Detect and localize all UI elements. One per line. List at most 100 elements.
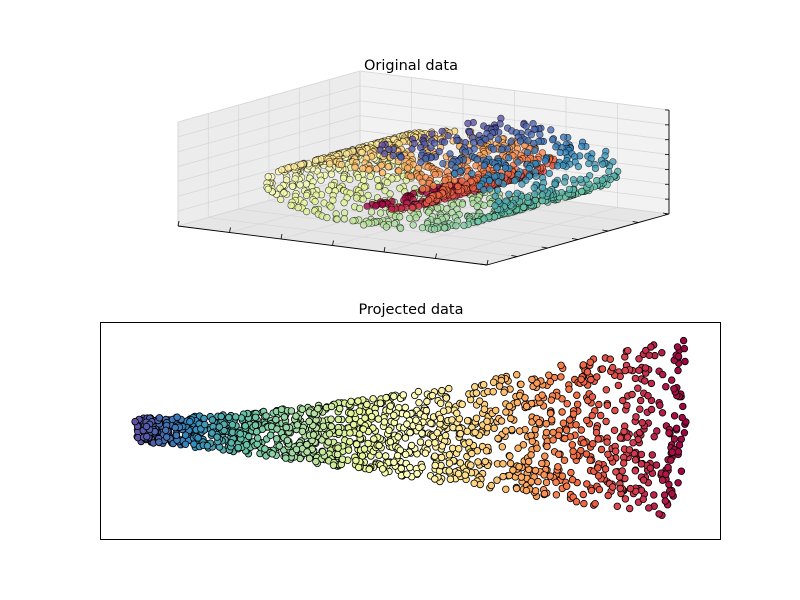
projected-data-point xyxy=(637,450,646,459)
projected-data-point xyxy=(549,428,557,437)
original-data-point xyxy=(541,157,549,165)
original-data-point xyxy=(505,154,513,162)
grid-line xyxy=(177,70,361,123)
projected-data-point xyxy=(287,407,296,415)
projected-data-point xyxy=(500,388,508,396)
projected-data-point xyxy=(476,397,484,405)
projected-data-point xyxy=(303,440,311,449)
projected-data-point xyxy=(456,459,464,467)
original-data-point xyxy=(574,163,583,171)
projected-data-point xyxy=(506,452,514,460)
projected-data-point xyxy=(386,438,395,446)
original-data-point xyxy=(379,169,387,177)
original-data-point xyxy=(473,156,481,164)
projected-data-point xyxy=(620,427,628,436)
projected-data-point xyxy=(594,435,602,443)
projected-data-point xyxy=(612,468,620,476)
projected-data-point xyxy=(470,479,478,487)
original-data-point xyxy=(431,170,439,179)
original-data-point xyxy=(418,178,426,186)
projected-data-point xyxy=(314,405,322,413)
original-data-point xyxy=(490,145,498,153)
projected-data-point xyxy=(213,433,221,441)
projected-data-point xyxy=(513,371,521,379)
z-axis-ticks xyxy=(665,109,669,215)
original-data-point xyxy=(409,221,417,229)
original-data-point xyxy=(367,208,376,216)
projected-data-point xyxy=(403,420,411,428)
projected-data-point xyxy=(312,457,320,466)
projected-data-point xyxy=(509,466,517,474)
projected-data-point xyxy=(591,500,599,508)
projected-data-point xyxy=(386,402,395,410)
projected-data-point xyxy=(498,443,506,451)
projected-data-point xyxy=(382,394,390,402)
projected-data-point xyxy=(573,400,582,408)
projected-data-point xyxy=(442,394,450,402)
original-data-point xyxy=(473,202,481,210)
projected-data-point xyxy=(597,445,606,454)
original-data-point xyxy=(296,181,304,189)
projected-data-point xyxy=(344,446,353,454)
original-data-point xyxy=(561,178,569,186)
projected-data-point xyxy=(418,463,426,471)
projected-data-point xyxy=(579,361,587,369)
original-data-point xyxy=(470,139,478,147)
projected-data-point xyxy=(515,427,524,435)
projected-data-point xyxy=(262,412,270,420)
projected-data-point xyxy=(542,478,551,487)
projected-data-point xyxy=(650,491,658,499)
projected-data-point xyxy=(194,434,202,442)
x-tick-mark xyxy=(280,233,283,240)
projected-data-point xyxy=(522,486,531,495)
projected-data-point xyxy=(533,444,541,452)
projected-data-point xyxy=(242,441,251,449)
original-data-point xyxy=(278,166,286,174)
projected-data-point xyxy=(558,408,566,416)
projected-data-point xyxy=(540,471,548,479)
original-data-point xyxy=(547,126,555,134)
projected-data-point xyxy=(355,407,364,415)
original-data-point xyxy=(507,138,515,146)
original-data-point xyxy=(443,205,451,213)
original-data-point xyxy=(311,197,319,206)
original-data-point xyxy=(364,191,372,199)
projected-data-point xyxy=(424,439,433,447)
projected-data-point xyxy=(673,343,682,351)
projected-data-point xyxy=(568,441,576,449)
projected-data-point xyxy=(567,468,575,477)
projected-data-point xyxy=(375,451,383,459)
original-data-point xyxy=(388,205,396,213)
projected-data-point xyxy=(231,413,240,421)
original-data-point xyxy=(435,147,443,155)
original-data-point xyxy=(385,145,393,153)
projected-data-point xyxy=(346,438,354,446)
projected-data-point xyxy=(482,447,491,455)
projected-data-point xyxy=(639,476,648,484)
projected-data-point xyxy=(472,414,481,422)
original-data-point xyxy=(408,145,416,153)
original-data-point xyxy=(553,162,562,170)
original-data-point xyxy=(548,136,557,144)
projected-data-point xyxy=(445,459,454,467)
projected-data-point xyxy=(658,476,667,484)
projected-data-point xyxy=(303,448,311,456)
projected-data-point xyxy=(616,434,625,442)
projected-data-point xyxy=(402,450,410,459)
projected-data-point xyxy=(592,428,601,437)
projected-data-point xyxy=(629,439,637,447)
projected-data-point xyxy=(292,412,300,420)
projected-data-point xyxy=(531,425,539,434)
projected-data-point xyxy=(171,423,179,432)
projected-data-point xyxy=(483,424,492,432)
projected-data-point xyxy=(433,429,441,437)
projected-data-point xyxy=(525,457,533,466)
original-data-point xyxy=(531,146,539,155)
projected-data-point xyxy=(155,438,163,446)
projected-data-point xyxy=(335,428,343,437)
projected-data-point xyxy=(547,396,555,404)
original-data-point xyxy=(404,164,412,172)
original-data-point xyxy=(407,172,415,180)
projected-data-point xyxy=(327,422,335,431)
